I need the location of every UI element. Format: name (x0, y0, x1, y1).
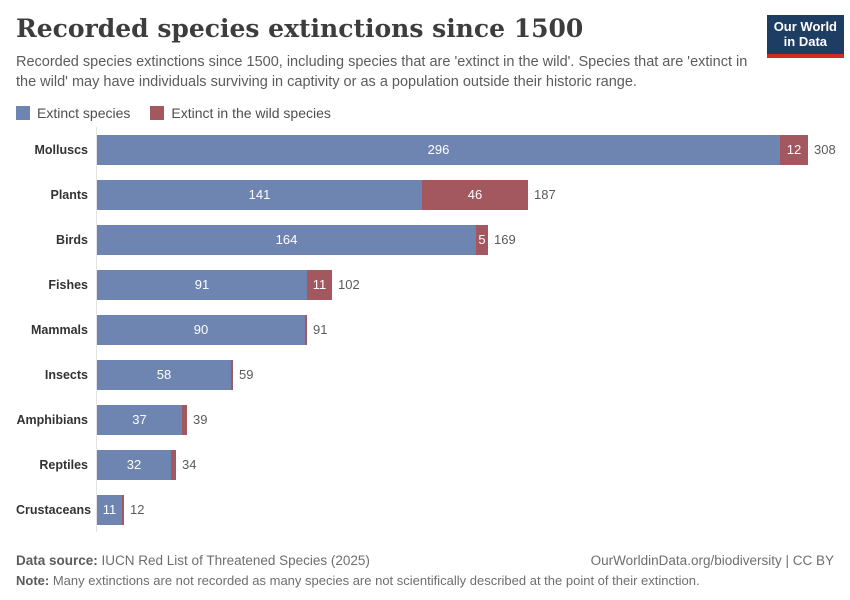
extinct-in-wild-bar-segment[interactable] (305, 314, 307, 345)
category-label: Amphibians (16, 412, 88, 427)
extinct-bar-segment[interactable]: 164 (97, 224, 476, 255)
plot-area: 32 34 (96, 442, 834, 487)
category-label: Mammals (31, 322, 88, 337)
plot-area: 296 12 308 (96, 127, 836, 172)
plot-area: 11 12 (96, 487, 834, 532)
bar-row: Birds 164 5 169 (16, 217, 834, 262)
segment-value-label: 46 (467, 187, 483, 202)
category-label: Fishes (48, 277, 88, 292)
category-label: Molluscs (34, 142, 89, 157)
total-value-label: 39 (193, 412, 208, 427)
owid-logo-line1: Our World (773, 19, 837, 34)
total-value-label: 34 (182, 457, 197, 472)
bar-row: Crustaceans 11 12 (16, 487, 834, 532)
extinct-bar-segment[interactable]: 141 (97, 179, 422, 210)
extinct-in-wild-bar-segment[interactable]: 46 (422, 179, 528, 210)
segment-value-label: 58 (156, 367, 172, 382)
bar-row: Amphibians 37 39 (16, 397, 834, 442)
data-source: Data source: IUCN Red List of Threatened… (16, 553, 370, 568)
note-text: Many extinctions are not recorded as man… (49, 573, 700, 588)
bar-row: Reptiles 32 34 (16, 442, 834, 487)
owid-logo[interactable]: Our World in Data (766, 15, 844, 58)
chart-footer: Data source: IUCN Red List of Threatened… (0, 553, 850, 588)
total-value-label: 102 (338, 277, 360, 292)
extinct-bar-segment[interactable]: 37 (97, 404, 182, 435)
extinct-bar-segment[interactable]: 90 (97, 314, 305, 345)
total-value-label: 169 (494, 232, 516, 247)
category-label: Birds (56, 232, 88, 247)
category-label: Insects (44, 367, 88, 382)
chart-note: Note: Many extinctions are not recorded … (16, 573, 834, 588)
legend-item-extinct-in-wild[interactable]: Extinct in the wild species (150, 105, 331, 121)
extinct-in-wild-bar-segment[interactable]: 5 (476, 224, 488, 255)
segment-value-label: 91 (194, 277, 210, 292)
plot-area: 37 39 (96, 397, 834, 442)
legend-swatch-icon (16, 106, 30, 120)
legend-label: Extinct species (37, 105, 131, 121)
segment-value-label: 5 (478, 232, 486, 247)
extinct-in-wild-bar-segment[interactable]: 11 (307, 269, 332, 300)
segment-value-label: 12 (786, 142, 802, 157)
bar-row: Fishes 91 11 102 (16, 262, 834, 307)
chart-subtitle: Recorded species extinctions since 1500,… (16, 54, 748, 90)
total-value-label: 187 (534, 187, 556, 202)
bar-chart: Molluscs 296 12 308 Plants 141 46 187 Birds 164 5 1… (16, 127, 836, 532)
category-label: Crustaceans (16, 502, 92, 517)
chart-title: Recorded species extinctions since 1500 (16, 14, 584, 43)
legend-item-extinct[interactable]: Extinct species (16, 105, 130, 121)
legend-swatch-icon (150, 106, 165, 120)
segment-value-label: 32 (126, 457, 142, 472)
total-value-label: 12 (130, 502, 145, 517)
owid-logo-line2: in Data (783, 34, 828, 50)
legend-label: Extinct in the wild species (171, 105, 331, 121)
extinct-bar-segment[interactable]: 58 (97, 359, 231, 390)
note-label: Note: (16, 573, 50, 588)
extinct-bar-segment[interactable]: 11 (97, 494, 122, 525)
extinct-bar-segment[interactable]: 296 (97, 134, 780, 165)
extinct-bar-segment[interactable]: 32 (97, 449, 171, 480)
total-value-label: 91 (313, 322, 328, 337)
plot-area: 58 59 (96, 352, 834, 397)
data-source-text: IUCN Red List of Threatened Species (202… (97, 553, 370, 568)
category-label: Plants (50, 187, 88, 202)
chart-header: Recorded species extinctions since 1500 … (0, 0, 850, 92)
bar-row: Insects 58 59 (16, 352, 834, 397)
bar-row: Molluscs 296 12 308 (16, 127, 836, 172)
extinct-in-wild-bar-segment[interactable]: 12 (780, 134, 808, 165)
chart-legend: Extinct species Extinct in the wild speci… (16, 105, 834, 121)
bar-row: Mammals 90 91 (16, 307, 834, 352)
extinct-bar-segment[interactable]: 91 (97, 269, 307, 300)
plot-area: 164 5 169 (96, 217, 834, 262)
plot-area: 91 11 102 (96, 262, 834, 307)
data-source-label: Data source: (16, 553, 98, 568)
bar-row: Plants 141 46 187 (16, 172, 834, 217)
category-label: Reptiles (39, 457, 88, 472)
segment-value-label: 164 (275, 232, 298, 247)
total-value-label: 59 (239, 367, 254, 382)
extinct-in-wild-bar-segment[interactable] (171, 449, 176, 480)
segment-value-label: 37 (132, 412, 147, 427)
segment-value-label: 141 (248, 187, 271, 202)
extinct-in-wild-bar-segment[interactable] (182, 404, 187, 435)
segment-value-label: 296 (427, 142, 450, 157)
plot-area: 90 91 (96, 307, 834, 352)
extinct-in-wild-bar-segment[interactable] (231, 359, 233, 390)
segment-value-label: 11 (312, 277, 327, 292)
plot-area: 141 46 187 (96, 172, 834, 217)
extinct-in-wild-bar-segment[interactable] (122, 494, 124, 525)
owid-url-link[interactable]: OurWorldinData.org/biodiversity | CC BY (590, 553, 834, 568)
total-value-label: 308 (814, 142, 836, 157)
segment-value-label: 90 (193, 322, 209, 337)
segment-value-label: 11 (102, 502, 117, 517)
